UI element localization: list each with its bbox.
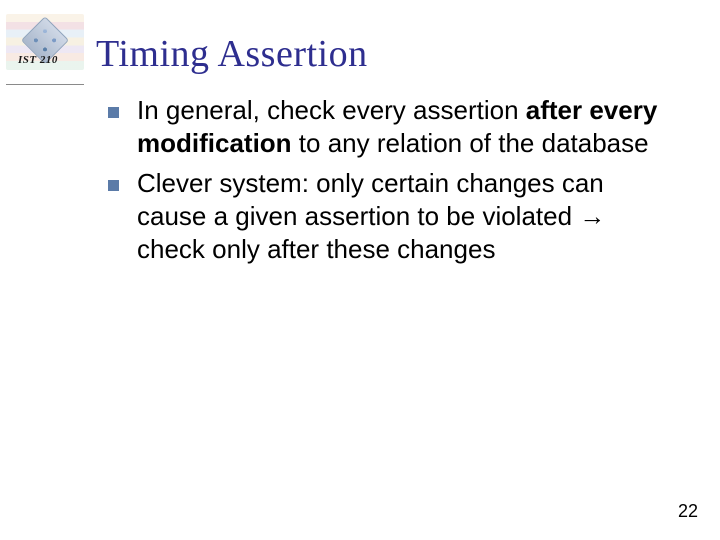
- header-underline: [6, 84, 84, 85]
- bullet-text: In general, check every assertion after …: [137, 94, 670, 161]
- bullet-2-post: check only after these changes: [137, 234, 495, 264]
- slide-title: Timing Assertion: [96, 32, 368, 76]
- slide: IST 210 Timing Assertion In general, che…: [0, 0, 720, 540]
- course-code-label: IST 210: [18, 54, 58, 66]
- bullet-text: Clever system: only certain changes can …: [137, 167, 670, 267]
- bullet-1-post: to any relation of the database: [292, 128, 649, 158]
- slide-header: IST 210 Timing Assertion: [0, 14, 720, 70]
- arrow-icon: →: [579, 201, 605, 231]
- page-number: 22: [678, 501, 698, 522]
- slide-body: In general, check every assertion after …: [108, 94, 670, 272]
- bullet-item: Clever system: only certain changes can …: [108, 167, 670, 267]
- bullet-square-icon: [108, 180, 119, 191]
- bullet-1-pre: In general, check every assertion: [137, 95, 526, 125]
- course-logo: IST 210: [6, 14, 84, 70]
- bullet-square-icon: [108, 107, 119, 118]
- bullet-item: In general, check every assertion after …: [108, 94, 670, 161]
- bullet-2-pre: Clever system: only certain changes can …: [137, 168, 604, 231]
